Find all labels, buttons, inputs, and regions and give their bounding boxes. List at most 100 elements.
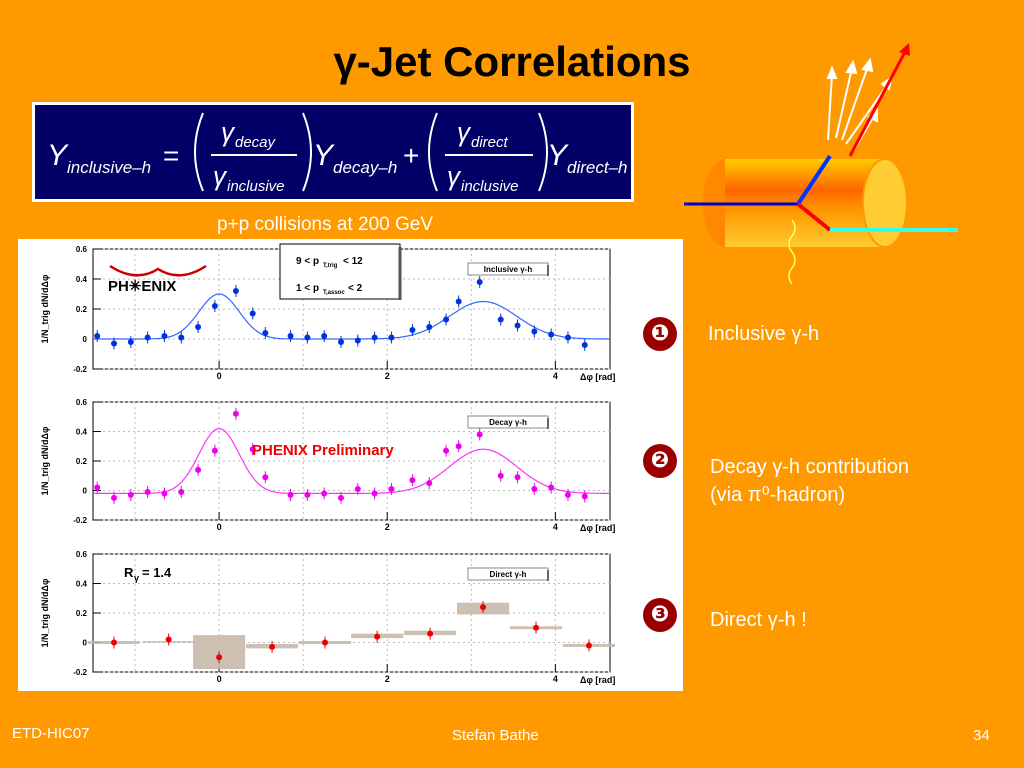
data-point	[195, 466, 202, 473]
data-point	[497, 316, 504, 323]
equation-box: Y inclusive–h = γ decay γ inclusive Y de…	[32, 102, 634, 202]
y-tick-label: 0.6	[76, 398, 88, 407]
data-point	[144, 334, 151, 341]
data-point	[249, 446, 256, 453]
data-point	[581, 342, 588, 348]
y-tick-label: -0.2	[73, 668, 87, 677]
data-point	[321, 333, 328, 339]
eq-plus: +	[403, 140, 419, 171]
data-point	[321, 490, 328, 497]
cut-line-2-end: < 2	[348, 283, 363, 294]
svg-text:direct: direct	[471, 134, 509, 151]
jet-illustration	[684, 43, 958, 285]
cut-line-2: 1 < p	[296, 283, 319, 294]
photon-line	[796, 202, 832, 232]
data-point	[216, 654, 223, 661]
data-point	[249, 310, 256, 317]
data-point	[195, 324, 202, 330]
data-point	[232, 410, 239, 417]
data-point	[337, 339, 344, 345]
x-tick-label: 2	[385, 371, 390, 381]
wavy-photon-line	[788, 219, 796, 285]
data-point	[337, 494, 344, 501]
x-tick-label: 2	[385, 674, 390, 684]
y-tick-label: 0.2	[76, 457, 88, 466]
data-point	[531, 328, 538, 335]
data-point	[262, 330, 269, 336]
data-point	[211, 303, 218, 309]
data-point	[304, 334, 311, 341]
svg-text:γ: γ	[221, 117, 236, 147]
footer-center: Stefan Bathe	[452, 727, 539, 744]
data-point	[232, 288, 239, 294]
data-point	[455, 443, 462, 450]
eq-equals: =	[163, 140, 179, 171]
legend-label: Direct γ-h	[490, 570, 527, 579]
data-point	[476, 279, 483, 285]
data-point	[127, 339, 134, 345]
y-tick-label: 0	[83, 335, 88, 344]
data-point	[262, 474, 269, 481]
preliminary-text: PHENIX Preliminary	[252, 442, 394, 459]
x-axis-label: Δφ [rad]	[580, 523, 615, 533]
phenix-logo	[109, 264, 207, 277]
fit-curve	[93, 293, 610, 340]
data-point	[161, 490, 168, 497]
y-tick-label: 0.6	[76, 550, 88, 559]
chart-panel-2	[92, 401, 611, 521]
data-point	[111, 494, 118, 501]
data-point	[178, 334, 185, 341]
data-point	[585, 642, 592, 649]
svg-text:direct–h: direct–h	[567, 158, 627, 177]
svg-text:inclusive: inclusive	[461, 178, 519, 195]
data-point	[581, 493, 588, 500]
data-point	[531, 486, 538, 493]
y-tick-label: -0.2	[73, 365, 87, 374]
data-point	[548, 331, 555, 338]
data-point	[111, 340, 118, 347]
data-point	[354, 486, 361, 493]
svg-text:γ: γ	[213, 161, 228, 191]
data-point	[374, 633, 381, 640]
data-point	[354, 337, 361, 344]
badge-3: ❸	[643, 598, 677, 632]
plots-panel: -0.2 0 0.2 0.4 0.6 0 2 4 Δφ [rad] 1/N_trig dN/dΔφ…	[18, 239, 683, 691]
x-axis-label: Δφ [rad]	[580, 372, 615, 382]
y-tick-label: 0.4	[76, 580, 88, 589]
data-point	[165, 636, 172, 643]
y-tick-label: 0.4	[76, 428, 88, 437]
y-axis-label: 1/N_trig dN/dΔφ	[40, 426, 50, 495]
x-tick-label: 0	[217, 371, 222, 381]
data-point	[322, 639, 329, 646]
cuts-frame	[279, 243, 401, 300]
fit-curve	[93, 427, 610, 494]
data-point	[94, 333, 101, 339]
x-tick-label: 0	[217, 522, 222, 532]
logo-swoosh	[109, 264, 207, 277]
data-point	[426, 480, 433, 487]
x-axis-label: Δφ [rad]	[580, 675, 615, 685]
y-tick-label: 0	[83, 487, 88, 496]
data-point	[371, 334, 378, 341]
svg-text:inclusive: inclusive	[227, 178, 285, 195]
data-point	[304, 491, 311, 498]
equation-formula: Y inclusive–h = γ decay γ inclusive Y de…	[47, 112, 627, 195]
data-point	[426, 324, 433, 330]
svg-text:decay–h: decay–h	[333, 158, 397, 177]
data-point	[94, 484, 101, 491]
legend-label: Inclusive γ-h	[484, 265, 533, 274]
svg-text:γ: γ	[447, 161, 462, 191]
x-tick-label: 2	[385, 522, 390, 532]
data-point	[533, 624, 540, 631]
cut-line-1: 9 < p	[296, 256, 319, 267]
eq-term1: Y	[313, 139, 335, 172]
label-direct: Direct γ-h !	[710, 609, 807, 631]
data-point	[161, 333, 168, 339]
data-point	[443, 316, 450, 323]
label-inclusive: Inclusive γ-h	[708, 323, 820, 345]
cut-line-2-sub: T,assoc	[323, 290, 345, 296]
data-point	[127, 491, 134, 498]
y-tick-label: 0.6	[76, 245, 88, 254]
data-point	[287, 491, 294, 498]
x-tick-label: 0	[217, 674, 222, 684]
